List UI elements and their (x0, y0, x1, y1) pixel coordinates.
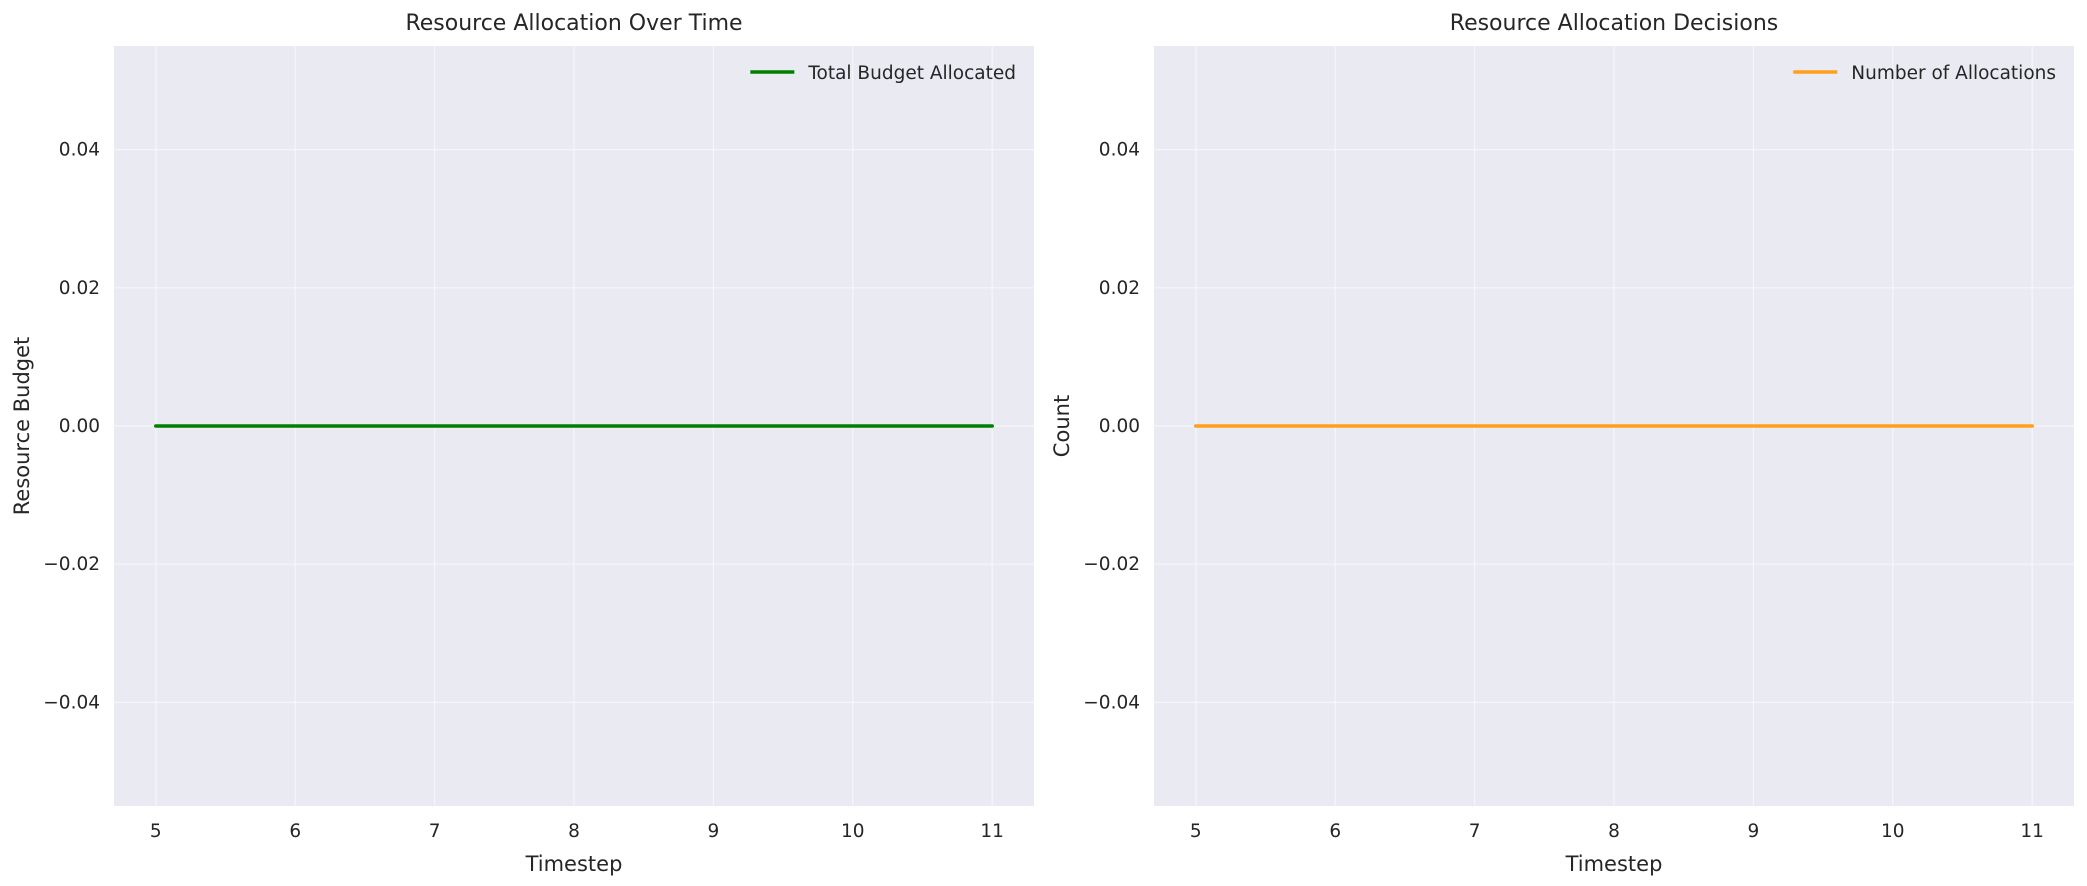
left-legend: Total Budget Allocated (750, 63, 1016, 84)
right-y-axis-label: Count (1050, 395, 1074, 457)
right-y-tick-label: −0.04 (1083, 692, 1140, 713)
left-x-axis-label: Timestep (525, 852, 623, 876)
right-legend: Number of Allocations (1793, 63, 2056, 84)
right-y-ticks: −0.04 −0.02 0.00 0.02 0.04 (1083, 140, 1140, 714)
right-y-tick-label: 0.00 (1099, 416, 1140, 437)
right-x-tick-label: 10 (1881, 821, 1905, 842)
left-x-tick-label: 6 (289, 821, 301, 842)
right-chart-title: Resource Allocation Decisions (1450, 11, 1778, 36)
right-y-tick-label: −0.02 (1083, 554, 1140, 575)
left-legend-label: Total Budget Allocated (807, 63, 1016, 84)
left-chart-title: Resource Allocation Over Time (405, 11, 742, 36)
right-y-tick-label: 0.04 (1099, 140, 1140, 161)
left-x-tick-label: 11 (980, 821, 1004, 842)
right-x-tick-label: 8 (1608, 821, 1620, 842)
left-x-tick-label: 5 (150, 821, 162, 842)
left-x-tick-label: 10 (841, 821, 865, 842)
left-y-ticks: −0.04 −0.02 0.00 0.02 0.04 (43, 140, 100, 714)
right-x-tick-label: 11 (2020, 821, 2044, 842)
left-y-axis-label: Resource Budget (10, 337, 34, 516)
left-y-tick-label: 0.02 (59, 278, 100, 299)
right-x-axis-label: Timestep (1565, 852, 1663, 876)
right-x-tick-label: 7 (1469, 821, 1481, 842)
right-x-tick-label: 9 (1748, 821, 1760, 842)
right-y-tick-label: 0.02 (1099, 278, 1140, 299)
left-chart-panel: 5 6 7 8 9 10 11 −0.04 −0.02 0.00 0.02 0.04 Resourc… (10, 11, 1034, 876)
right-x-tick-label: 5 (1190, 821, 1202, 842)
right-x-tick-label: 6 (1329, 821, 1341, 842)
left-x-tick-label: 8 (568, 821, 580, 842)
left-y-tick-label: −0.04 (43, 692, 100, 713)
right-legend-label: Number of Allocations (1851, 63, 2056, 84)
left-y-tick-label: −0.02 (43, 554, 100, 575)
left-x-tick-label: 7 (429, 821, 441, 842)
right-x-ticks: 5 6 7 8 9 10 11 (1190, 821, 2044, 842)
left-x-tick-label: 9 (708, 821, 720, 842)
left-y-tick-label: 0.00 (59, 416, 100, 437)
left-x-ticks: 5 6 7 8 9 10 11 (150, 821, 1004, 842)
right-chart-panel: 5 6 7 8 9 10 11 −0.04 −0.02 0.00 0.02 0.04 Resourc… (1050, 11, 2074, 876)
left-y-tick-label: 0.04 (59, 140, 100, 161)
